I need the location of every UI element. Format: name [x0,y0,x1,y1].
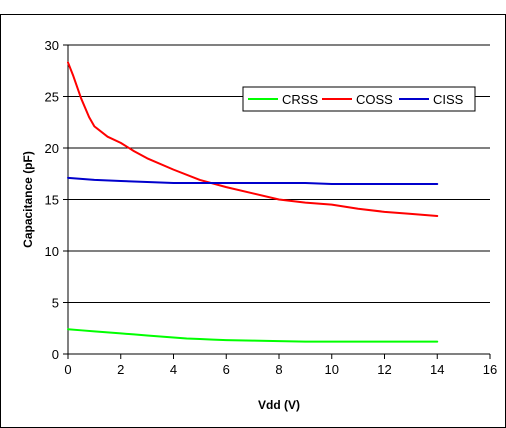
series-layer [67,61,439,343]
y-tick-label-0: 0 [52,347,59,362]
x-tick-label-6: 6 [223,362,230,377]
y-tick-label-10: 10 [45,244,59,259]
axes [63,44,491,359]
legend-label-crss: CRSS [282,92,318,107]
x-axis-title: Vdd (V) [258,398,300,412]
series-line-coss [67,61,439,217]
y-tick-label-20: 20 [45,141,59,156]
x-tick-label-2: 2 [117,362,124,377]
legend: CRSS COSS CISS [242,86,476,112]
x-tick-label-14: 14 [430,362,444,377]
y-axis-title: Capacitance (pF) [21,151,35,248]
x-tick-label-8: 8 [275,362,282,377]
x-tick-label-16: 16 [483,362,497,377]
series-line-crss [67,328,439,343]
series-line-ciss [67,176,439,186]
y-tick-label-5: 5 [52,296,59,311]
y-tick-label-25: 25 [45,90,59,105]
tick-labels: 0 5 10 15 20 25 30 0 2 4 6 8 10 12 14 16 [45,38,498,377]
legend-label-coss: COSS [356,92,393,107]
x-tick-label-4: 4 [170,362,177,377]
cropped-title-mask [150,0,330,6]
legend-label-ciss: CISS [433,92,464,107]
x-tick-label-0: 0 [64,362,71,377]
y-tick-label-15: 15 [45,193,59,208]
x-tick-label-12: 12 [377,362,391,377]
legend-box [242,86,476,112]
y-tick-label-30: 30 [45,38,59,53]
x-tick-label-10: 10 [325,362,339,377]
